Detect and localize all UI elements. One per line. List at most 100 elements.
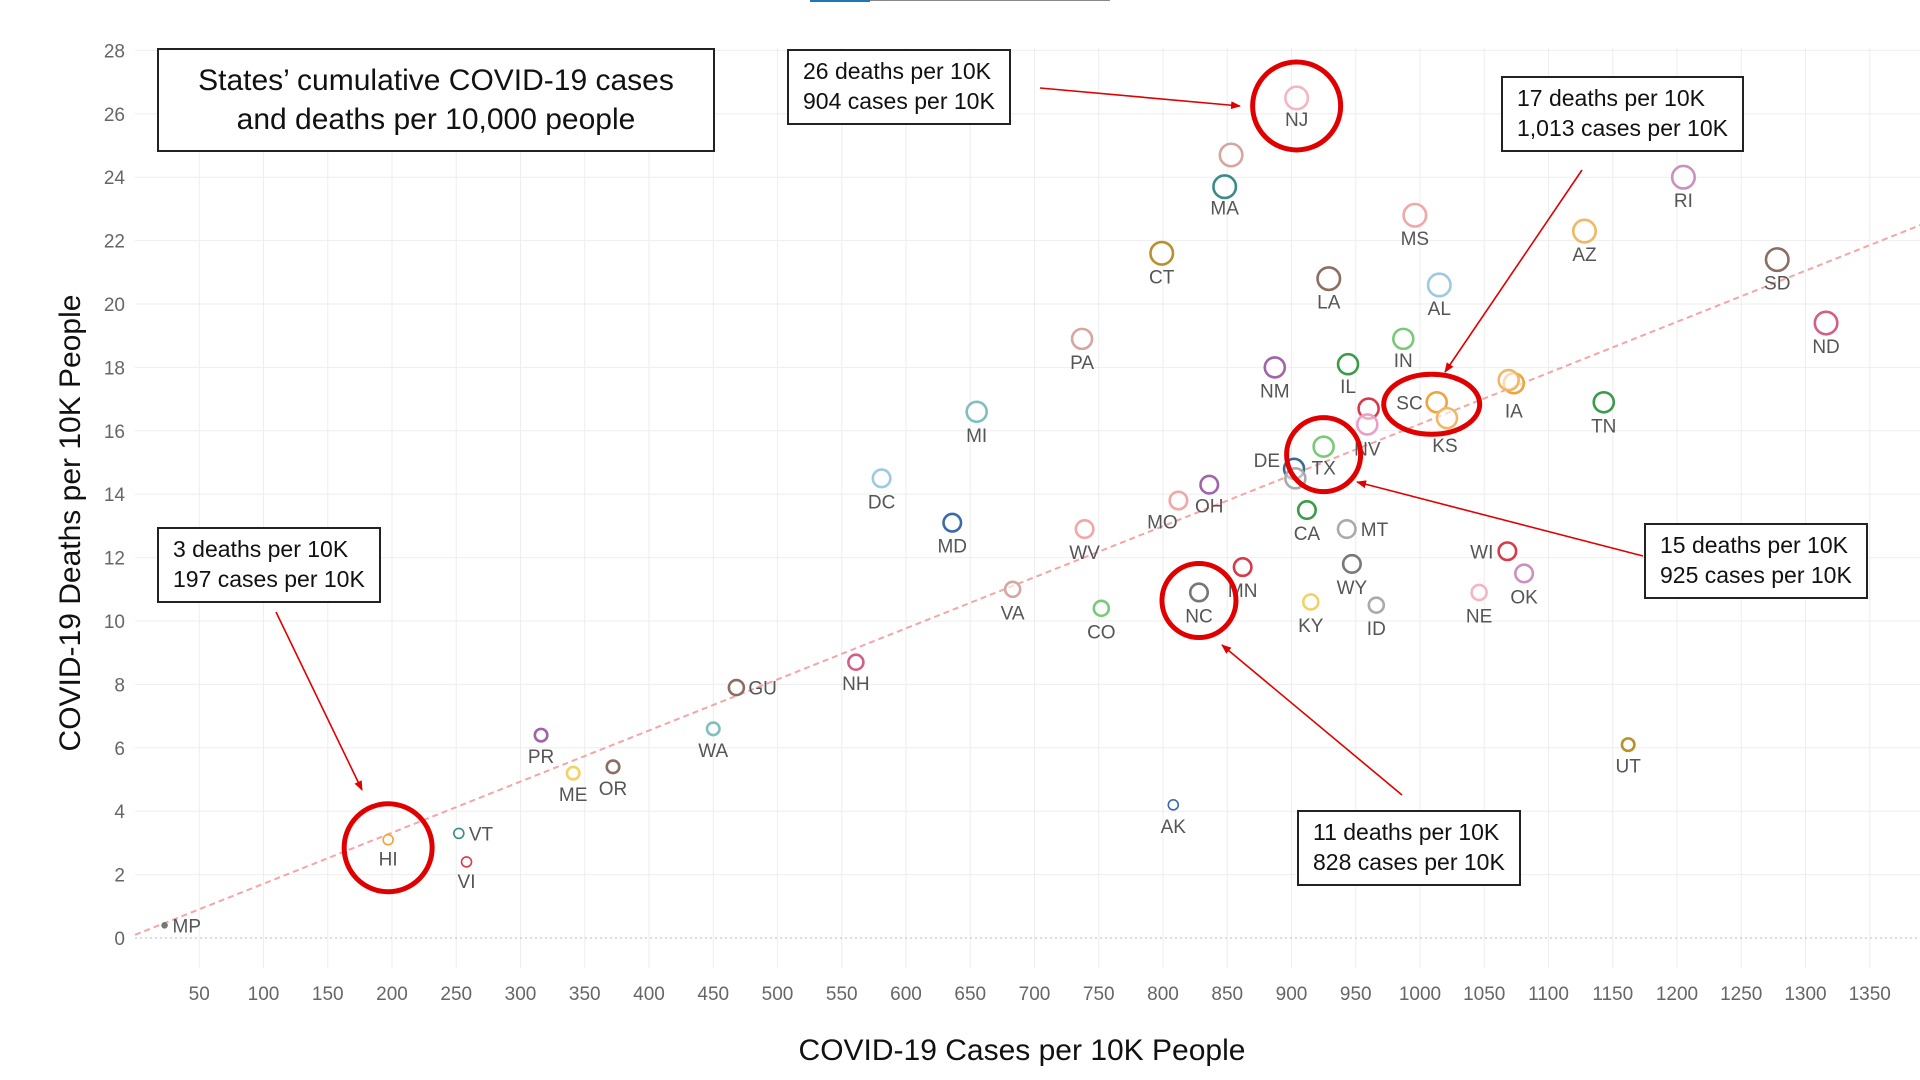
annotation-nj-line-1: 26 deaths per 10K [803,58,991,84]
annotation-nc-line-1: 11 deaths per 10K [1313,819,1500,845]
x-tick-label: 800 [1147,984,1179,1005]
data-point [1188,582,1210,603]
data-point [1263,356,1287,379]
y-tick-label: 22 [104,232,125,253]
x-tick-label: 400 [633,984,665,1005]
point-label: VI [458,872,476,893]
data-point [1571,218,1598,244]
point-label: IA [1505,401,1523,422]
y-tick-label: 26 [104,105,125,126]
point-label: MI [966,426,987,447]
y-tick-label: 10 [104,612,125,633]
point-label: IL [1340,377,1356,398]
data-point [382,833,394,846]
point-label: PR [528,747,554,768]
x-tick-label: 1100 [1528,984,1569,1005]
data-point [460,856,473,868]
annotation-tx: 15 deaths per 10K 925 cases per 10K [1644,523,1868,599]
x-tick-label: 250 [440,984,472,1005]
x-tick-label: 500 [762,984,794,1005]
x-tick-label: 1200 [1656,984,1698,1005]
data-point [1356,413,1379,436]
data-point [1074,519,1095,540]
data-point [1402,202,1428,228]
x-tick-label: 50 [189,984,210,1005]
y-tick-label: 16 [104,422,125,443]
point-label: AL [1428,299,1451,320]
data-point [1514,563,1535,584]
y-tick-label: 4 [114,802,125,823]
point-label: OK [1510,587,1538,608]
annotation-tx-line-1: 15 deaths per 10K [1660,532,1848,558]
y-tick-label: 12 [104,549,125,570]
point-label: MT [1361,520,1389,541]
point-label: DC [868,492,895,513]
point-label: SC [1396,393,1422,414]
y-tick-label: 14 [104,485,126,506]
annotation-nj: 26 deaths per 10K 904 cases per 10K [787,49,1011,125]
data-point [1336,519,1357,540]
trendline-line [134,224,1920,936]
data-point [1149,240,1175,266]
x-tick-label: 850 [1211,984,1243,1005]
data-point [1425,390,1449,414]
data-point [1336,352,1360,376]
point-label: ID [1367,619,1386,640]
annotation-arrow [1444,169,1583,373]
data-point [161,922,168,929]
point-label: TX [1311,459,1336,480]
data-point [1764,247,1790,273]
data-point [942,512,963,533]
x-tick-label: 1150 [1592,984,1633,1005]
chart-title-box: States’ cumulative COVID-19 cases and de… [157,48,715,152]
point-label: HI [379,850,398,871]
point-label: AZ [1572,245,1597,266]
x-tick-label: 300 [505,984,537,1005]
highlight-ring [1250,59,1344,153]
point-label: NM [1260,381,1290,402]
point-label: MD [937,537,967,558]
data-point [1168,490,1189,511]
data-point [1296,499,1317,521]
x-tick-label: 1050 [1463,984,1505,1005]
highlight-ring [1159,560,1239,640]
x-tick-label: 1250 [1720,984,1762,1005]
data-point [1497,541,1518,562]
highlight-ring [341,801,435,895]
chart-title-line-2: and deaths per 10,000 people [236,103,636,136]
point-label: PA [1070,353,1094,374]
data-point [565,765,581,781]
y-tick-label: 2 [114,866,125,887]
point-label: LA [1317,293,1341,314]
point-label: IN [1394,351,1413,372]
data-point [605,759,621,775]
point-label: NJ [1285,110,1308,131]
axis-ticks: 50 100 150 200 250 300 350 400 450 500 550 600 650 70… [104,41,1891,1005]
x-tick-label: 750 [1083,984,1115,1005]
data-point [965,400,988,424]
data-point [453,827,465,840]
point-label: OH [1195,497,1224,518]
x-axis-title: COVID-19 Cases per 10K People [799,1034,1246,1067]
point-label: ME [559,785,588,806]
data-point [533,727,549,743]
annotation-sc-line-1: 17 deaths per 10K [1517,85,1705,111]
highlight-ring [1284,415,1364,495]
header-strip [810,0,870,2]
point-label: CA [1294,524,1321,545]
point-label: VA [1001,603,1025,624]
point-label: NH [842,674,869,695]
data-point [1092,599,1111,618]
x-tick-label: 700 [1019,984,1051,1005]
annotation-arrow [1356,480,1644,557]
point-label: WY [1337,578,1368,599]
annotation-tx-line-2: 925 cases per 10K [1660,561,1852,588]
data-point [1391,327,1415,351]
y-tick-label: 0 [114,929,125,950]
grid [135,48,1920,968]
point-label: UT [1616,757,1642,778]
y-tick-label: 20 [104,295,125,316]
point-label: NC [1185,606,1212,627]
annotation-arrows [275,87,1644,796]
point-label: KS [1432,436,1457,457]
